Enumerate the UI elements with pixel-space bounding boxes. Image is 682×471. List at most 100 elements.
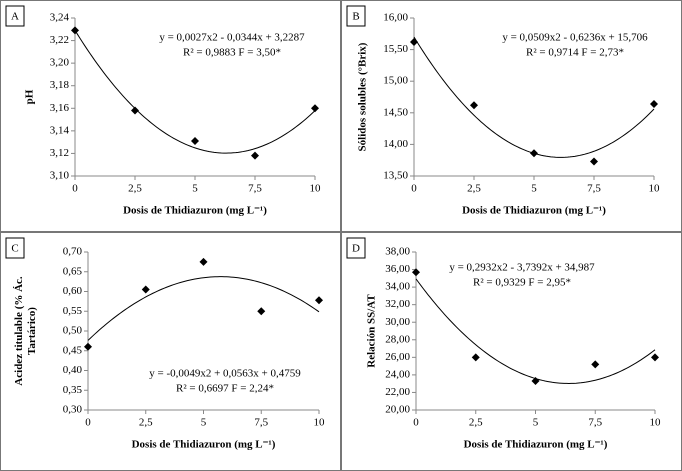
y-tick-label: 0,65 [63, 265, 83, 277]
data-point [410, 38, 418, 47]
x-tick-label: 0 [72, 183, 78, 195]
equation: R² = 0,9883 F = 3,50* [183, 47, 281, 59]
x-tick-label: 7,5 [254, 417, 268, 429]
x-tick-label: 5 [201, 417, 207, 429]
y-tick-label: 0,45 [63, 344, 83, 356]
y-tick-label: 0,70 [63, 246, 83, 258]
y-tick-label: 30,00 [385, 316, 410, 328]
data-point [412, 268, 420, 277]
x-tick-label: 2,5 [469, 417, 483, 429]
equation: y = 0,0509x2 - 0,6236x + 15,706 [502, 32, 648, 44]
y-tick-label: 32,00 [385, 298, 410, 310]
x-axis-title: Dosis de Thidiazuron (mg L⁻¹) [464, 439, 608, 451]
x-tick-label: 2,5 [128, 183, 142, 195]
y-tick-label: 20,00 [385, 404, 410, 416]
data-point [470, 101, 478, 110]
x-tick-label: 10 [649, 183, 661, 195]
panel-letter: B [352, 11, 359, 23]
y-axis-title: Acidez titulable (% Ác. [13, 276, 25, 386]
panel-letter: C [11, 243, 18, 255]
x-tick-label: 0 [413, 417, 419, 429]
y-tick-label: 14,00 [383, 138, 408, 150]
y-axis-title: pH [24, 89, 36, 104]
panel-letter-box [346, 237, 366, 259]
x-tick-label: 5 [533, 417, 539, 429]
y-tick-label: 0,60 [63, 285, 83, 297]
panel-letter-box [5, 237, 25, 259]
y-tick-label: 3,24 [50, 12, 70, 24]
panel-letter: A [11, 11, 19, 23]
y-tick-label: 34,00 [385, 281, 410, 293]
y-tick-label: 3,22 [50, 34, 69, 46]
trendline [87, 276, 320, 341]
y-tick-label: 24,00 [385, 368, 410, 380]
y-tick-label: 36,00 [385, 263, 410, 275]
x-axis-title: Dosis de Thidiazuron (mg L⁻¹) [462, 205, 606, 217]
x-axis-title: Dosis de Thidiazuron (mg L⁻¹) [123, 205, 267, 217]
x-axis-title: Dosis de Thidiazuron (mg L⁻¹) [132, 439, 276, 451]
y-tick-label: 15,00 [383, 75, 408, 87]
x-tick-label: 0 [85, 417, 91, 429]
data-point [311, 104, 319, 113]
equation: R² = 0,6697 F = 2,24* [176, 383, 274, 395]
panel-frame [0, 0, 341, 232]
y-tick-label: 3,16 [50, 102, 70, 114]
x-tick-label: 7,5 [587, 183, 601, 195]
x-tick-label: 10 [650, 417, 662, 429]
x-tick-label: 10 [314, 417, 326, 429]
y-tick-label: 16,00 [383, 12, 408, 24]
equation: y = 0,2932x2 - 3,7392x + 34,987 [449, 262, 595, 274]
data-point [199, 257, 208, 266]
data-point [131, 106, 139, 115]
y-tick-label: 0,50 [63, 325, 83, 337]
y-tick-label: 13,50 [383, 170, 408, 182]
data-point [651, 353, 659, 362]
equation: R² = 0,9329 F = 2,95* [473, 277, 571, 289]
y-tick-label: 3,18 [50, 79, 70, 91]
x-tick-label: 5 [192, 183, 198, 195]
trendline [74, 30, 316, 154]
data-point [315, 296, 323, 305]
x-tick-label: 2,5 [467, 183, 481, 195]
x-tick-label: 7,5 [248, 183, 262, 195]
panel-letter-box [346, 5, 366, 27]
y-tick-label: 3,14 [50, 124, 70, 136]
y-tick-label: 3,10 [50, 170, 70, 182]
data-point [530, 149, 538, 158]
y-tick-label: 38,00 [385, 246, 410, 258]
data-point [471, 353, 480, 362]
panel-frame [0, 232, 341, 471]
y-tick-label: 3,20 [50, 57, 70, 69]
equation: y = 0,0027x2 - 0,0344x + 3,2287 [159, 32, 305, 44]
y-tick-label: 3,12 [50, 147, 69, 159]
y-axis-title: Sólidos solubles (°Brix) [357, 42, 369, 151]
equation: y = -0,0049x2 + 0,0563x + 0,4759 [149, 368, 301, 380]
data-point [71, 26, 79, 35]
data-point [251, 151, 259, 160]
data-point [650, 99, 658, 108]
data-point [591, 360, 600, 369]
data-point [531, 377, 540, 386]
x-tick-label: 5 [531, 183, 537, 195]
panel-letter-box [5, 5, 25, 27]
data-point [84, 342, 92, 351]
y-axis-title: Tartárico) [26, 307, 38, 355]
x-tick-label: 10 [310, 183, 322, 195]
y-tick-label: 22,00 [385, 386, 410, 398]
panel-letter: D [352, 243, 360, 255]
y-tick-label: 26,00 [385, 351, 410, 363]
y-tick-label: 14,50 [383, 106, 408, 118]
data-point [191, 137, 199, 146]
data-point [590, 157, 598, 166]
y-tick-label: 0,30 [63, 404, 83, 416]
y-tick-label: 15,50 [383, 43, 408, 55]
x-tick-label: 0 [411, 183, 417, 195]
y-tick-label: 0,55 [63, 305, 83, 317]
y-tick-label: 28,00 [385, 333, 410, 345]
y-axis-title: Relación SS/AT [366, 294, 378, 368]
trendline [415, 278, 656, 384]
equation: R² = 0,9714 F = 2,73* [526, 47, 624, 59]
x-tick-label: 7,5 [588, 417, 602, 429]
data-point [257, 307, 266, 316]
